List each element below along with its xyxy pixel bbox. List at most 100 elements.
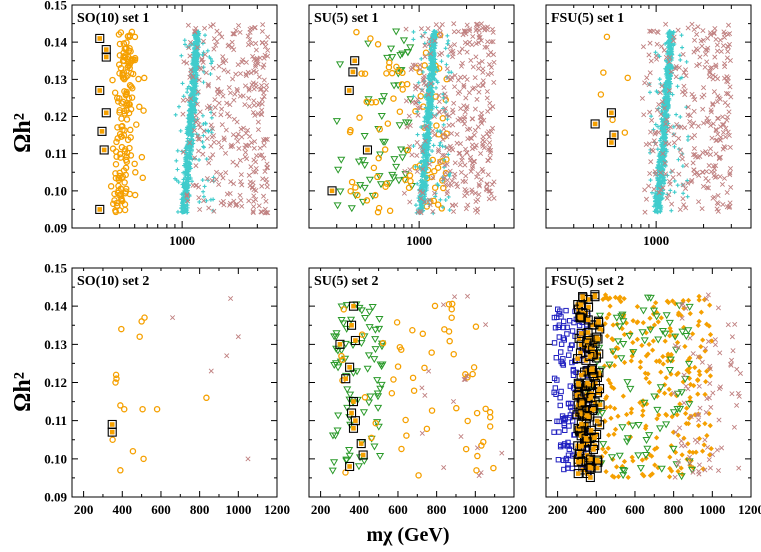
- orange-circles-marker: [120, 405, 128, 413]
- pink-crosses-marker: [437, 25, 443, 31]
- cyan-band-marker: [184, 184, 189, 189]
- pink-crosses-marker: [216, 181, 222, 187]
- green-triangles-marker: [366, 393, 375, 401]
- orange-diamonds-marker: [609, 473, 616, 479]
- orange-circles-marker: [428, 407, 436, 414]
- pink-crosses-marker: [712, 54, 718, 60]
- green-triangles-marker: [396, 52, 405, 60]
- orange-circles-marker: [112, 207, 119, 214]
- pink-crosses-marker: [221, 137, 227, 143]
- green-triangles-marker: [645, 432, 654, 440]
- panel-title: SU(5) set 2: [314, 274, 379, 289]
- pink-crosses-marker: [428, 81, 434, 87]
- green-triangles-marker: [650, 393, 659, 401]
- panel-title-bg: [549, 8, 645, 26]
- black-squares-marker: [97, 126, 107, 136]
- orange-diamonds-marker: [675, 468, 681, 475]
- green-triangles-marker: [345, 447, 354, 455]
- cyan-band-marker: [676, 157, 681, 162]
- pink-crosses-marker: [666, 87, 672, 93]
- orange-circles-marker: [482, 405, 489, 413]
- black-squares-marker: [587, 405, 597, 416]
- orange-circles-marker: [486, 414, 494, 421]
- green-triangles-marker: [626, 385, 635, 393]
- pink-crosses-marker: [422, 199, 428, 205]
- pink-crosses-marker: [262, 169, 268, 175]
- orange-circles-marker: [370, 164, 378, 172]
- panel-title-bg: [312, 8, 400, 26]
- orange-circles-marker: [368, 434, 375, 442]
- orange-circles-marker: [131, 56, 139, 64]
- orange-circles-marker: [122, 74, 129, 81]
- pink-crosses-marker: [468, 168, 474, 174]
- orange-diamonds-marker: [608, 415, 614, 421]
- cyan-band-marker: [656, 124, 661, 129]
- pink-crosses-marker: [259, 82, 265, 89]
- cyan-band-marker: [200, 178, 205, 183]
- cyan-band-marker: [659, 157, 664, 162]
- pink-crosses-marker: [245, 33, 251, 39]
- orange-circles-marker: [388, 390, 396, 397]
- pink-crosses-marker: [423, 82, 429, 88]
- green-triangles-marker: [642, 437, 651, 445]
- pink-crosses-marker: [202, 25, 208, 31]
- pink-crosses-marker: [252, 112, 258, 118]
- blue-squares-marker: [565, 439, 571, 446]
- green-triangles-marker: [652, 313, 661, 321]
- pink-crosses-marker: [469, 189, 475, 195]
- pink-crosses-marker: [715, 208, 721, 214]
- pink-crosses-marker: [471, 85, 477, 91]
- pink-crosses-marker: [725, 129, 731, 135]
- pink-crosses-marker: [687, 454, 693, 460]
- pink-crosses-marker: [710, 102, 716, 108]
- green-triangles-marker: [641, 452, 650, 460]
- pink-crosses-marker: [489, 181, 495, 187]
- pink-crosses-marker: [422, 54, 428, 60]
- orange-diamonds-marker: [607, 295, 613, 301]
- pink-crosses-marker: [672, 474, 678, 480]
- pink-crosses-marker: [180, 149, 186, 155]
- cyan-band-marker: [667, 74, 672, 79]
- pink-crosses-marker: [438, 33, 444, 39]
- pink-crosses-marker: [180, 97, 186, 103]
- blue-squares-marker: [555, 457, 562, 463]
- cyan-band-marker: [447, 208, 452, 213]
- orange-diamonds-marker: [630, 339, 636, 346]
- pink-crosses-marker: [454, 131, 460, 137]
- pink-crosses-marker: [257, 145, 263, 151]
- pink-crosses-marker: [444, 145, 450, 151]
- pink-crosses-marker: [716, 386, 723, 392]
- pink-crosses-marker: [448, 77, 454, 83]
- green-triangles-marker: [347, 205, 356, 213]
- blue-squares-marker: [570, 368, 576, 374]
- pink-crosses-marker: [237, 93, 243, 99]
- cyan-band-marker: [201, 145, 206, 150]
- pink-crosses-marker: [712, 342, 718, 348]
- pink-crosses-marker: [714, 48, 720, 54]
- orange-circles-marker: [394, 363, 402, 370]
- pink-crosses-marker: [207, 155, 213, 161]
- pink-crosses-marker: [476, 40, 482, 46]
- cyan-band-marker: [424, 97, 429, 102]
- pink-crosses-marker: [224, 111, 230, 117]
- pink-crosses-marker: [697, 153, 703, 159]
- cyan-band-marker: [429, 77, 434, 82]
- orange-diamonds-marker: [607, 404, 613, 410]
- orange-diamonds-marker: [600, 446, 606, 452]
- pink-crosses-marker: [409, 152, 415, 158]
- y-tick-label: 0.12: [44, 109, 67, 124]
- orange-circles-marker: [346, 128, 354, 136]
- green-triangles-marker: [655, 425, 665, 433]
- pink-crosses-marker: [647, 170, 653, 176]
- pink-crosses-marker: [244, 156, 250, 162]
- pink-crosses-marker: [475, 197, 481, 203]
- pink-crosses-marker: [671, 34, 677, 40]
- pink-crosses-marker: [462, 178, 468, 185]
- green-triangles-marker: [623, 435, 632, 443]
- cyan-band-marker: [187, 117, 192, 122]
- cyan-band-marker: [182, 204, 187, 209]
- cyan-band-marker: [428, 87, 433, 92]
- cyan-band-marker: [425, 120, 430, 125]
- pink-crosses-marker: [440, 302, 446, 308]
- pink-crosses-marker: [691, 26, 697, 32]
